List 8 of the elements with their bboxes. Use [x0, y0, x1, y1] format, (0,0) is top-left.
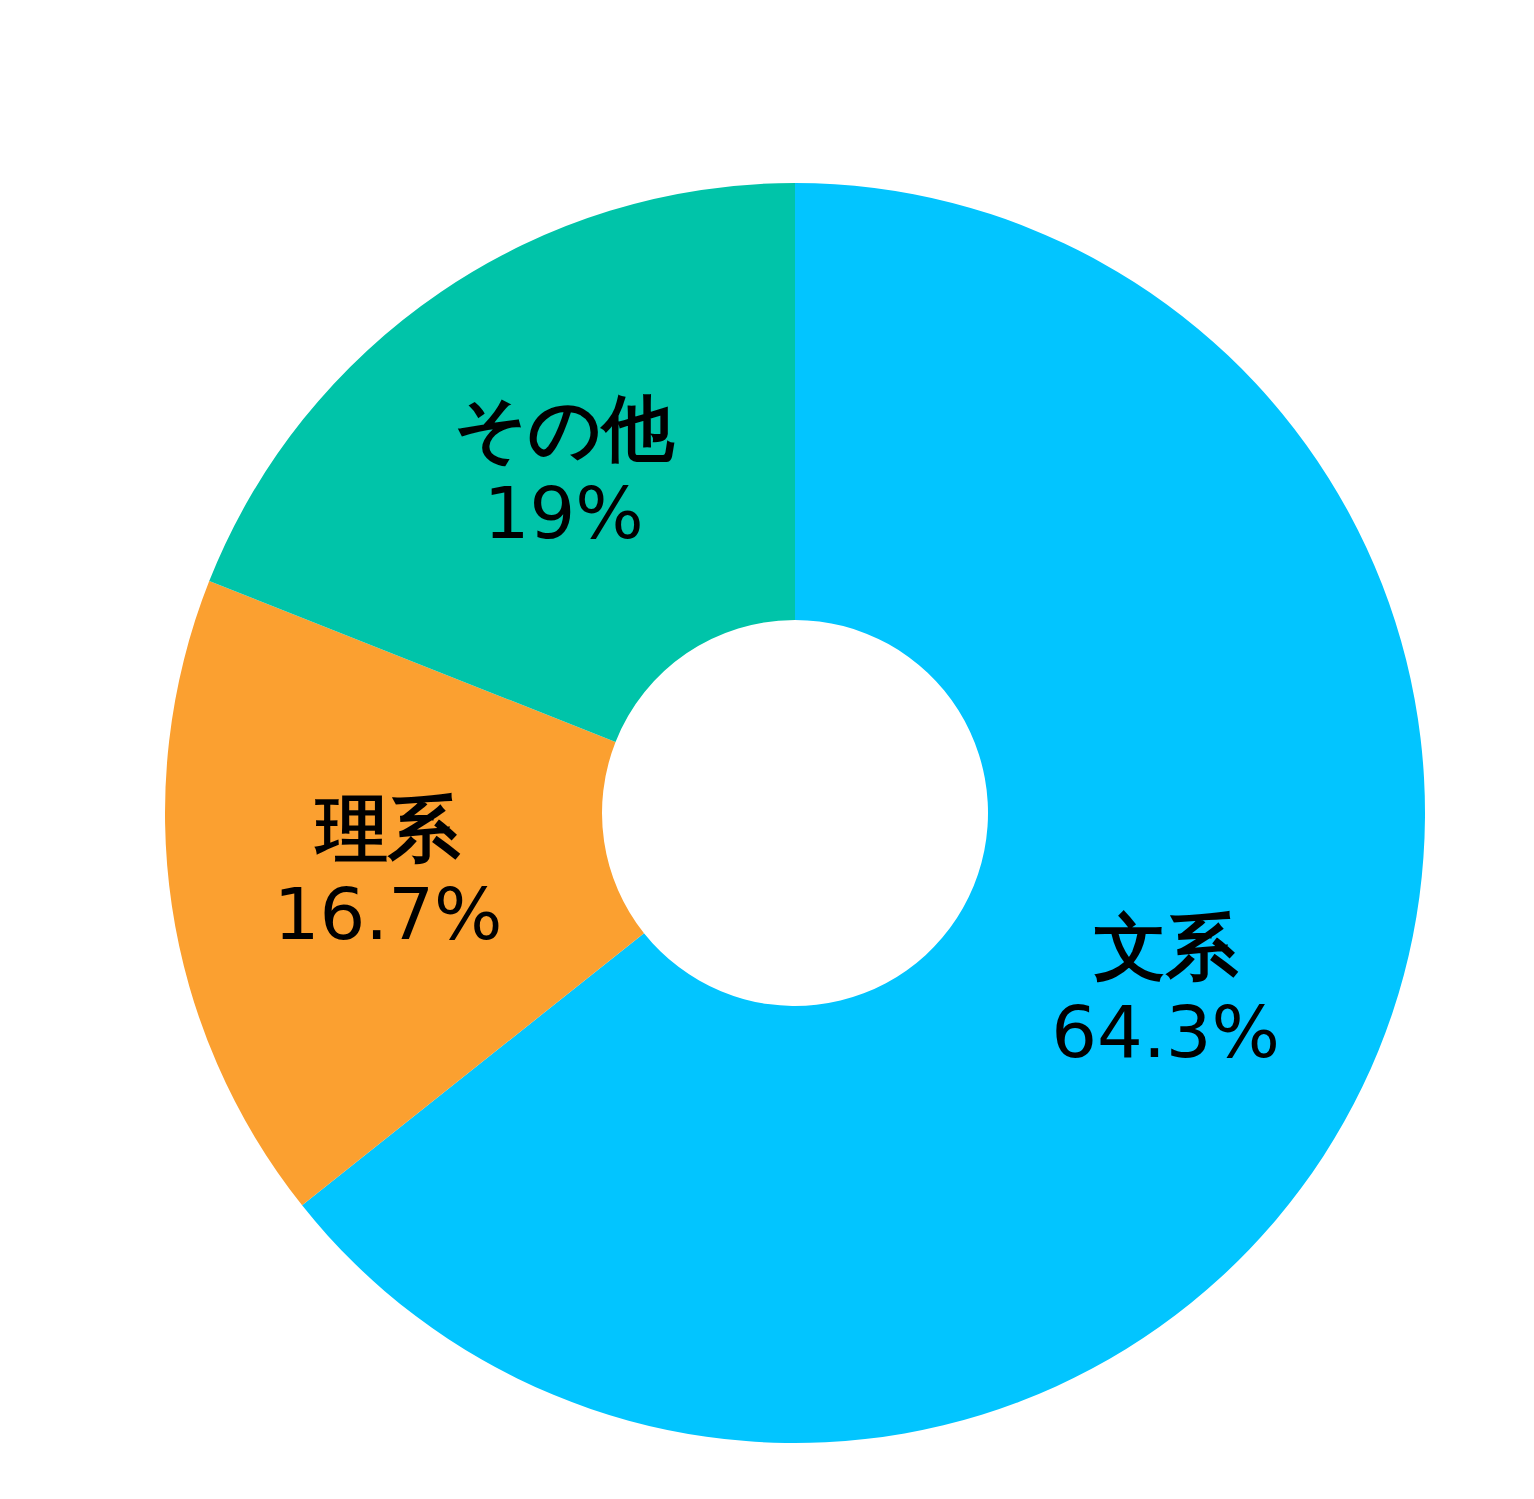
- donut-slice: [209, 183, 795, 742]
- donut-slice: [165, 581, 644, 1206]
- data-label: 16.7%: [273, 871, 503, 956]
- slice-label: 文系: [1093, 904, 1239, 989]
- slice-label: 理系: [313, 786, 461, 871]
- data-label: 19%: [483, 470, 644, 555]
- data-label: 64.3%: [1051, 989, 1281, 1074]
- slice-label: その他: [453, 385, 675, 470]
